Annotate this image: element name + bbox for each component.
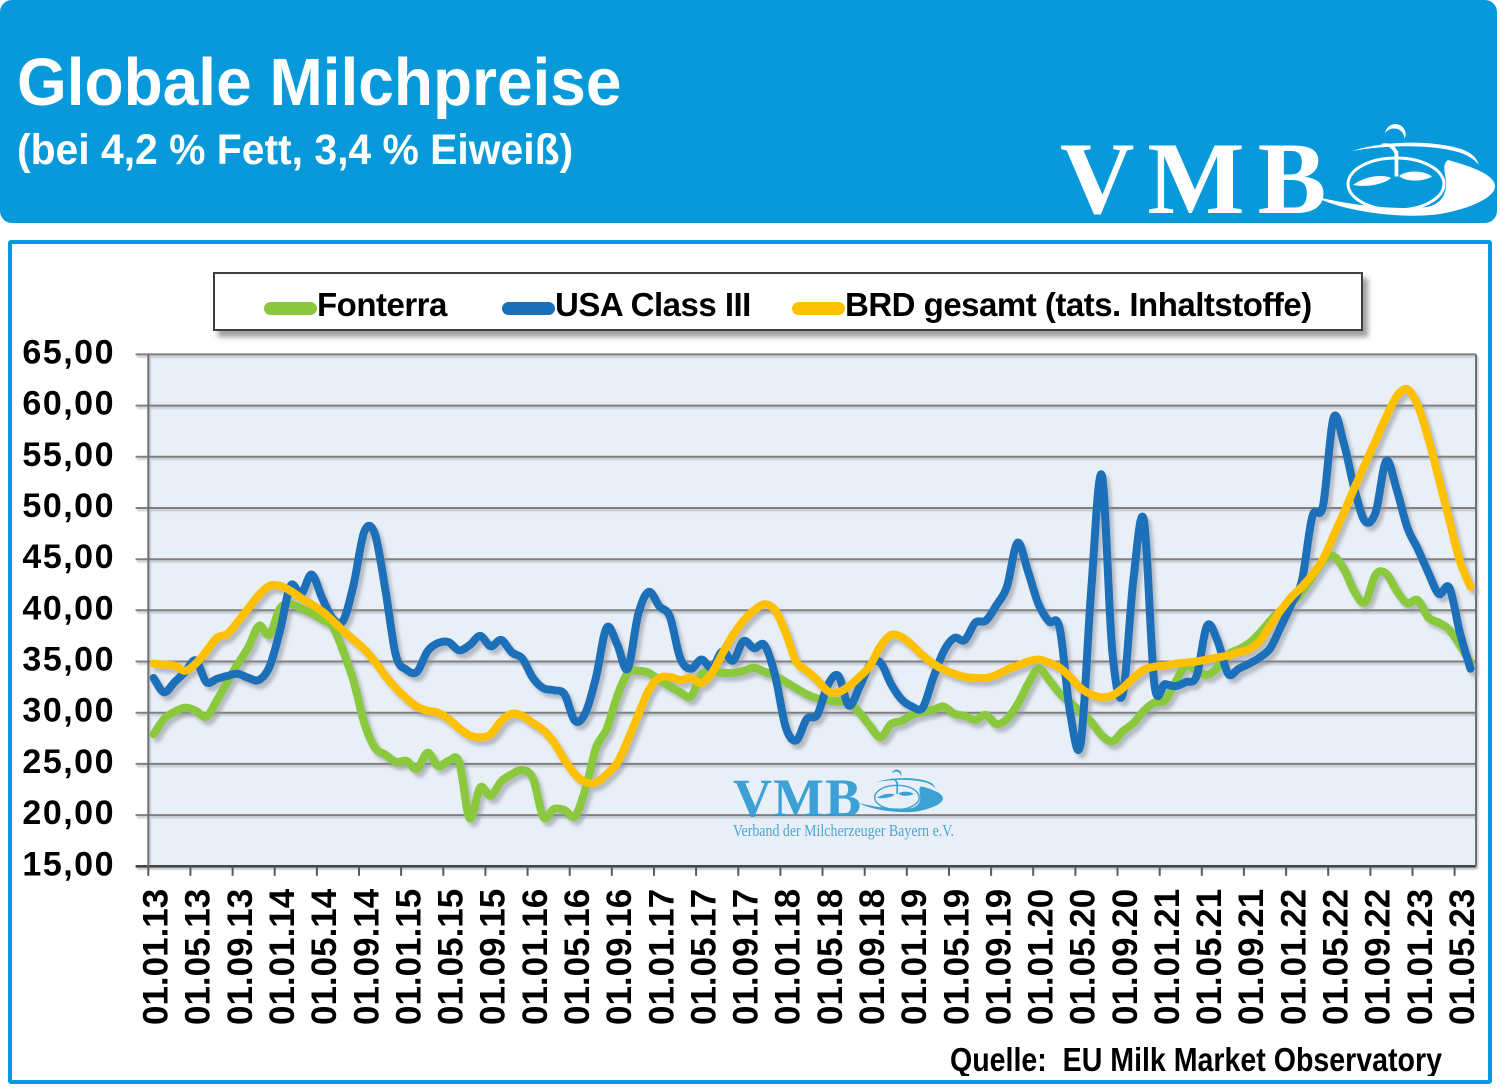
svg-text:20,00: 20,00 <box>22 794 115 832</box>
svg-text:01.01.20: 01.01.20 <box>1022 889 1061 1025</box>
svg-text:30,00: 30,00 <box>22 692 115 730</box>
svg-text:01.05.15: 01.05.15 <box>432 889 471 1025</box>
svg-text:01.05.19: 01.05.19 <box>937 889 976 1025</box>
svg-text:01.09.14: 01.09.14 <box>347 888 386 1025</box>
svg-text:01.05.22: 01.05.22 <box>1317 889 1356 1025</box>
svg-text:50,00: 50,00 <box>22 487 115 525</box>
svg-text:01.09.17: 01.09.17 <box>727 889 766 1025</box>
svg-text:25,00: 25,00 <box>22 743 115 781</box>
svg-text:VMB: VMB <box>733 768 862 828</box>
svg-text:01.05.13: 01.05.13 <box>179 889 218 1025</box>
svg-text:60,00: 60,00 <box>22 385 115 423</box>
svg-text:01.09.20: 01.09.20 <box>1106 889 1145 1025</box>
svg-text:45,00: 45,00 <box>22 538 115 576</box>
svg-text:01.01.21: 01.01.21 <box>1148 889 1187 1025</box>
svg-text:Verband der Milcherzeuger Baye: Verband der Milcherzeuger Bayern e.V. <box>733 821 954 840</box>
svg-text:01.09.19: 01.09.19 <box>979 889 1018 1025</box>
svg-text:01.05.18: 01.05.18 <box>811 889 850 1025</box>
svg-text:01.01.18: 01.01.18 <box>769 889 808 1025</box>
svg-text:01.09.18: 01.09.18 <box>853 889 892 1025</box>
svg-text:65,00: 65,00 <box>22 333 115 371</box>
svg-text:01.01.15: 01.01.15 <box>389 889 428 1025</box>
svg-text:55,00: 55,00 <box>22 436 115 474</box>
svg-text:01.05.16: 01.05.16 <box>558 889 597 1025</box>
svg-text:01.09.16: 01.09.16 <box>600 889 639 1025</box>
svg-text:01.01.13: 01.01.13 <box>137 889 176 1025</box>
svg-text:15,00: 15,00 <box>22 845 115 883</box>
svg-text:01.01.19: 01.01.19 <box>895 889 934 1025</box>
svg-text:01.01.14: 01.01.14 <box>263 888 302 1025</box>
svg-text:40,00: 40,00 <box>22 589 115 627</box>
svg-text:Quelle: EU Milk Market Observ: Quelle: EU Milk Market Observatory <box>950 1041 1443 1076</box>
svg-text:01.09.21: 01.09.21 <box>1232 889 1271 1025</box>
svg-text:01.05.17: 01.05.17 <box>684 889 723 1025</box>
svg-text:01.01.16: 01.01.16 <box>516 889 555 1025</box>
svg-text:01.09.22: 01.09.22 <box>1359 889 1398 1025</box>
svg-text:01.05.20: 01.05.20 <box>1064 889 1103 1025</box>
svg-text:01.05.21: 01.05.21 <box>1190 889 1229 1025</box>
svg-text:01.01.22: 01.01.22 <box>1274 889 1313 1025</box>
svg-text:01.09.15: 01.09.15 <box>474 889 513 1025</box>
svg-text:01.05.14: 01.05.14 <box>305 888 344 1025</box>
svg-text:01.05.23: 01.05.23 <box>1443 889 1482 1025</box>
svg-text:35,00: 35,00 <box>22 641 115 679</box>
svg-text:01.01.17: 01.01.17 <box>642 889 681 1025</box>
svg-text:01.09.13: 01.09.13 <box>221 889 260 1025</box>
svg-text:01.01.23: 01.01.23 <box>1401 889 1440 1025</box>
